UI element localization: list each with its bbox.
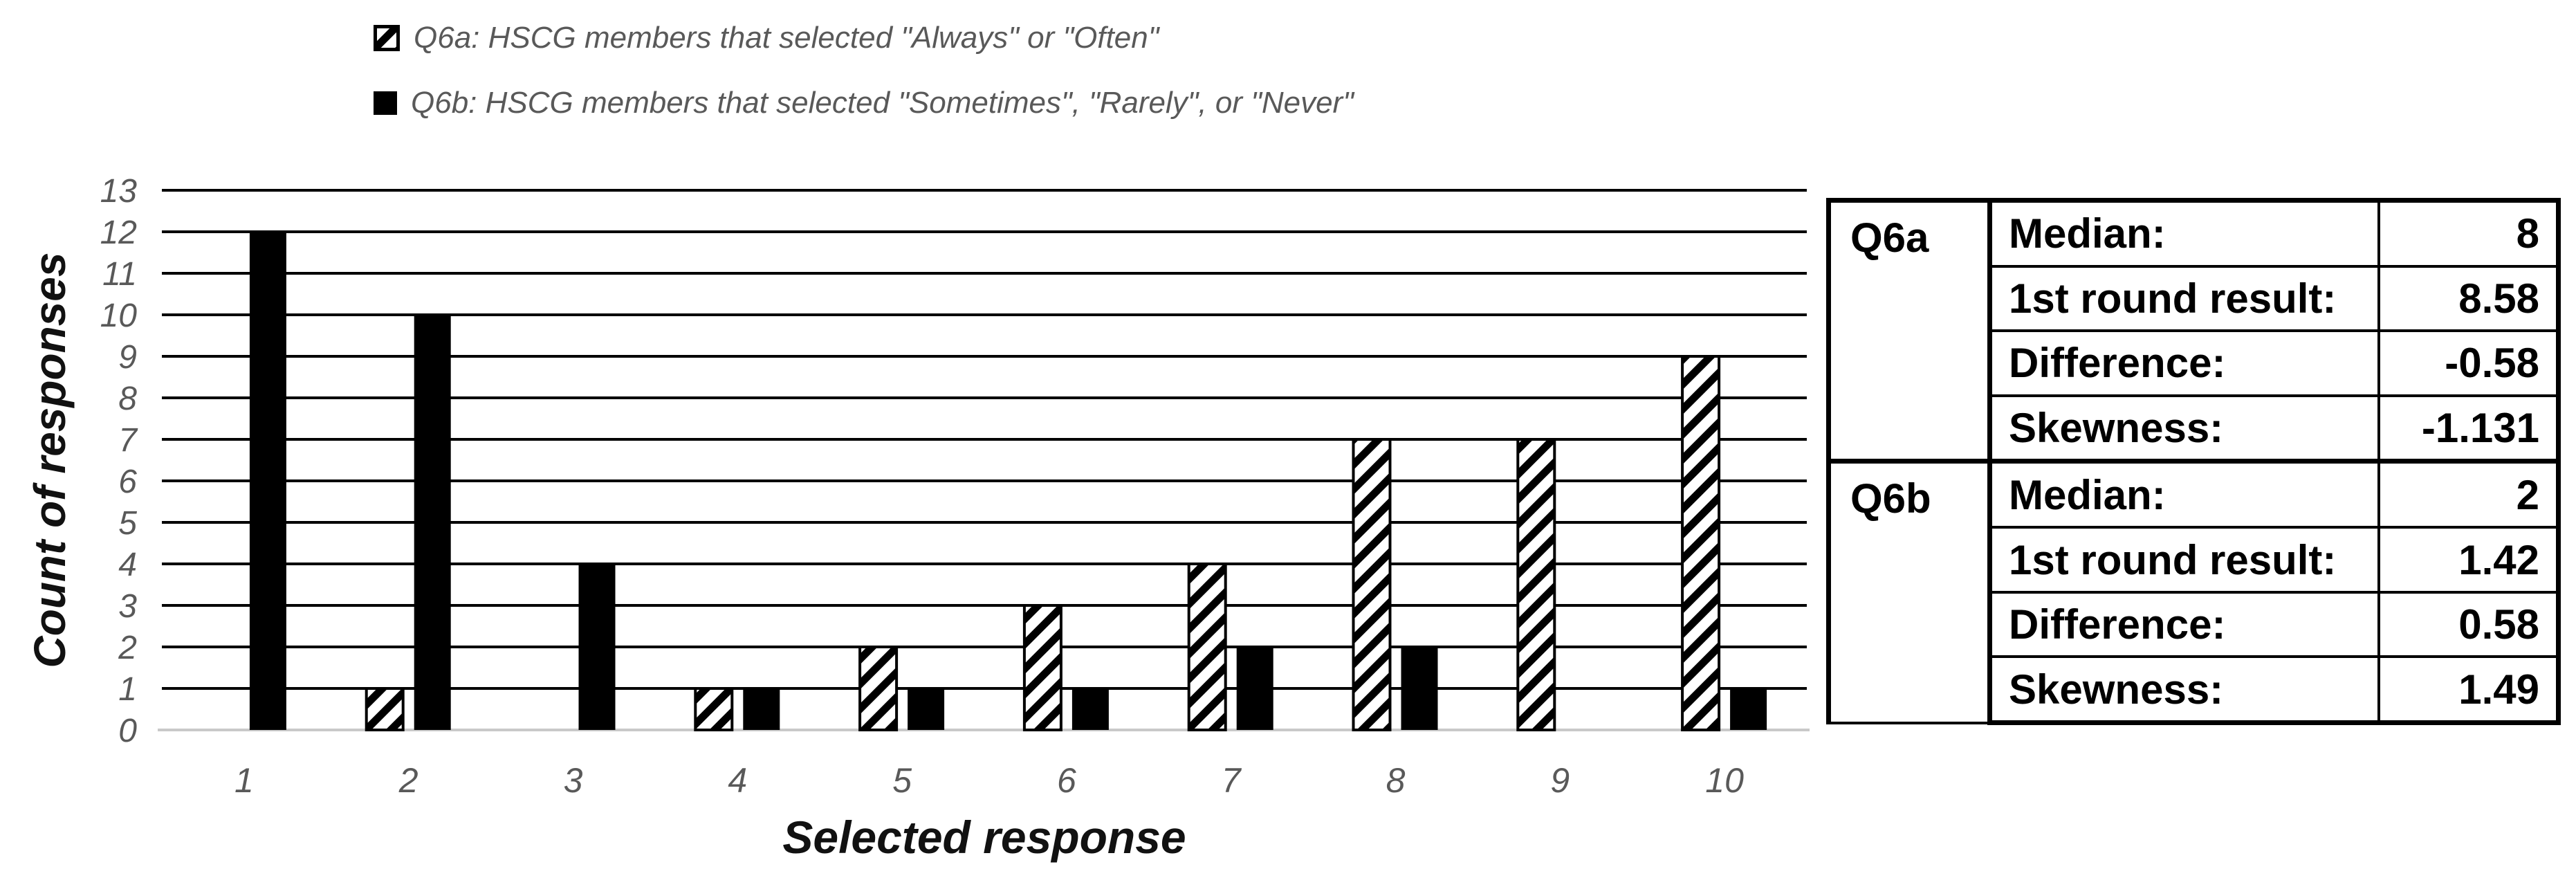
x-tick-label-4: 4 [728, 761, 747, 800]
bar-q6b-4 [743, 688, 780, 730]
stat-value: 8 [2377, 197, 2561, 268]
legend-item-label: Q6b: HSCG members that selected "Sometim… [411, 86, 1354, 120]
y-tick-label-10: 10 [100, 298, 138, 334]
y-tick-label-4: 4 [118, 547, 137, 583]
x-tick-label-5: 5 [892, 761, 912, 800]
stat-value: 1.42 [2377, 526, 2561, 594]
bar-q6a-7 [1187, 563, 1227, 731]
y-tick-label-11: 11 [102, 256, 137, 293]
chart-legend: Q6a: HSCG members that selected "Always"… [374, 21, 1354, 120]
bar-q6b-1 [249, 232, 286, 730]
x-tick-label-8: 8 [1386, 761, 1406, 800]
stat-name: Difference: [1988, 590, 2380, 659]
stat-value: 8.58 [2377, 264, 2561, 333]
stat-name: Difference: [1988, 329, 2380, 397]
y-tick-label-9: 9 [118, 339, 137, 376]
x-tick-label-2: 2 [398, 761, 418, 800]
x-tick-labels: 1 2 3 4 5 6 7 8 9 10 [234, 761, 1744, 800]
stats-table: Q6a Median: 8 1st round result: 8.58 Dif… [1826, 197, 2561, 726]
stat-name: Skewness: [1988, 394, 2380, 463]
bar-q6b-6 [1071, 688, 1109, 730]
legend-item-label: Q6a: HSCG members that selected "Always"… [414, 21, 1159, 55]
bar-q6b-7 [1236, 647, 1273, 730]
block-label-q6a: Q6a [1826, 197, 1992, 463]
x-tick-label-9: 9 [1550, 761, 1570, 800]
table-row: 1st round result: 1.42 [1829, 526, 2561, 594]
bar-q6b-8 [1401, 647, 1438, 730]
stat-name: Median: [1988, 197, 2380, 268]
hatched-square-icon [374, 25, 400, 51]
y-tick-label-0: 0 [118, 713, 137, 749]
stat-value: 1.49 [2377, 655, 2561, 726]
black-square-icon [374, 91, 397, 115]
y-tick-label-1: 1 [118, 671, 137, 708]
bars [249, 232, 1767, 731]
table-row: Q6b Median: 2 [1826, 459, 2561, 724]
stat-value: 0.58 [2377, 590, 2561, 659]
x-axis-title: Selected response [782, 812, 1186, 863]
stat-name: 1st round result: [1988, 526, 2380, 594]
x-tick-label-3: 3 [564, 761, 583, 800]
legend-item-q6b: Q6b: HSCG members that selected "Sometim… [374, 86, 1354, 120]
stat-value: -1.131 [2377, 394, 2561, 463]
bar-q6a-5 [858, 646, 899, 731]
bar-q6a-8 [1352, 438, 1392, 731]
legend-item-q6a: Q6a: HSCG members that selected "Always"… [374, 21, 1354, 55]
table-row: Skewness: 1.49 [1829, 655, 2561, 726]
y-tick-label-2: 2 [118, 630, 137, 666]
gridlines [158, 189, 1810, 731]
y-tick-label-3: 3 [118, 588, 137, 625]
stat-name: Median: [1988, 459, 2380, 529]
x-tick-label-1: 1 [234, 761, 254, 800]
bar-q6a-10 [1681, 355, 1721, 731]
x-tick-label-7: 7 [1222, 761, 1242, 800]
bar-q6a-6 [1022, 604, 1062, 731]
table-row: Difference: -0.58 [1829, 329, 2561, 397]
y-tick-label-13: 13 [100, 173, 138, 210]
bar-q6a-9 [1516, 438, 1556, 731]
table-row: 1st round result: 8.58 [1829, 264, 2561, 333]
bar-q6b-3 [578, 564, 616, 730]
x-tick-label-10: 10 [1705, 761, 1744, 800]
table-row: Skewness: -1.131 [1829, 394, 2561, 463]
bar-q6a-4 [694, 687, 734, 731]
block-label-q6b: Q6b [1826, 459, 1992, 724]
x-tick-label-6: 6 [1057, 761, 1076, 800]
stat-name: 1st round result: [1988, 264, 2380, 333]
y-tick-label-12: 12 [100, 214, 137, 251]
y-tick-label-7: 7 [118, 422, 138, 459]
stat-value: 2 [2377, 459, 2561, 529]
y-tick-label-5: 5 [118, 505, 137, 542]
table-row: Difference: 0.58 [1829, 590, 2561, 659]
y-tick-label-6: 6 [118, 464, 137, 500]
bar-q6b-2 [414, 315, 451, 730]
bar-q6b-10 [1730, 688, 1767, 730]
y-tick-label-8: 8 [118, 381, 137, 417]
bar-q6b-5 [908, 688, 945, 730]
stat-name: Skewness: [1988, 655, 2380, 726]
bar-q6a-2 [365, 687, 405, 731]
stat-value: -0.58 [2377, 329, 2561, 397]
table-row: Q6a Median: 8 [1826, 197, 2561, 463]
